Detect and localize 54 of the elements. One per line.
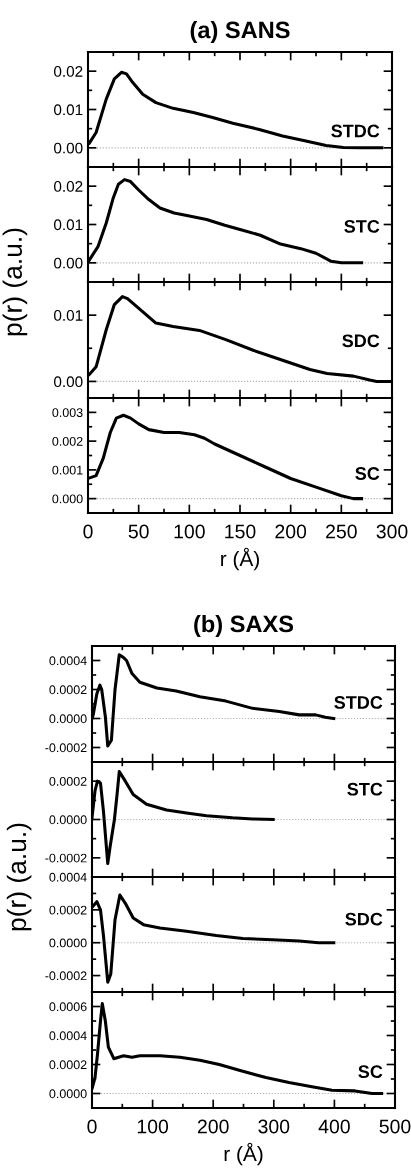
y-tick-label: 0.01 — [54, 104, 83, 116]
y-tick-label: 0.02 — [54, 66, 83, 77]
x-tick-label: 400 — [318, 1119, 350, 1134]
y-tick-label: -0.0002 — [45, 971, 87, 981]
x-tick-label: 0 — [87, 1119, 97, 1134]
y-tick-label: 0.0000 — [49, 938, 87, 948]
y-tick-label: 0.001 — [52, 465, 83, 475]
y-tick-label: 0.002 — [52, 436, 83, 446]
legend-label: STDC — [334, 696, 383, 709]
x-tick-label: 0 — [83, 524, 93, 539]
y-tick-label: 0.00 — [54, 142, 83, 154]
y-tick-label: 0.000 — [52, 494, 83, 504]
chart-title: (a) SANS — [190, 21, 290, 44]
y-tick-label: 0.01 — [54, 310, 83, 321]
x-tick-label: 500 — [379, 1119, 411, 1134]
y-tick-label: -0.0002 — [45, 853, 87, 863]
x-tick-label: 200 — [275, 524, 307, 539]
y-tick-label: 0.0004 — [49, 656, 87, 666]
x-axis-title: r (Å) — [221, 547, 259, 571]
y-axis-title: p(r) (a.u.) — [6, 823, 32, 931]
y-tick-label: 0.01 — [54, 219, 83, 231]
y-tick-label: -0.0002 — [45, 743, 87, 753]
x-tick-label: 300 — [258, 1119, 290, 1134]
y-tick-label: 0.00 — [54, 257, 83, 269]
x-axis-title: r (Å) — [224, 1142, 263, 1166]
y-tick-label: 0.0004 — [49, 1031, 87, 1041]
legend-label: SC — [358, 1065, 383, 1079]
y-tick-label: 0.0002 — [49, 685, 87, 695]
y-tick-label: 0.0000 — [49, 1089, 87, 1099]
y-axis-title: p(r) (a.u.) — [2, 228, 28, 336]
y-tick-label: 0.0002 — [49, 905, 87, 915]
legend-label: SC — [355, 467, 380, 480]
x-tick-label: 250 — [326, 524, 357, 539]
chart-title: (b) SAXS — [194, 615, 294, 638]
y-tick-label: 0.00 — [54, 376, 83, 388]
x-tick-label: 150 — [225, 524, 256, 539]
y-tick-label: 0.003 — [52, 408, 83, 418]
legend-label: STDC — [331, 124, 380, 138]
y-tick-label: 0.0006 — [49, 1002, 87, 1012]
legend-label: SDC — [342, 334, 380, 348]
legend-label: STC — [347, 782, 383, 796]
x-tick-label: 200 — [197, 1119, 229, 1134]
y-tick-label: 0.0002 — [49, 1060, 87, 1070]
legend-label: STC — [344, 220, 380, 233]
y-tick-label: 0.02 — [54, 181, 83, 192]
y-tick-label: 0.0004 — [49, 872, 87, 882]
y-tick-label: 0.0002 — [49, 776, 87, 786]
x-tick-label: 300 — [376, 524, 408, 539]
y-tick-label: 0.0000 — [49, 815, 87, 825]
x-tick-label: 100 — [137, 1119, 169, 1134]
x-tick-label: 50 — [128, 524, 149, 539]
x-tick-label: 100 — [174, 524, 205, 539]
y-tick-label: 0.0000 — [49, 714, 87, 724]
legend-label: SDC — [345, 912, 383, 926]
